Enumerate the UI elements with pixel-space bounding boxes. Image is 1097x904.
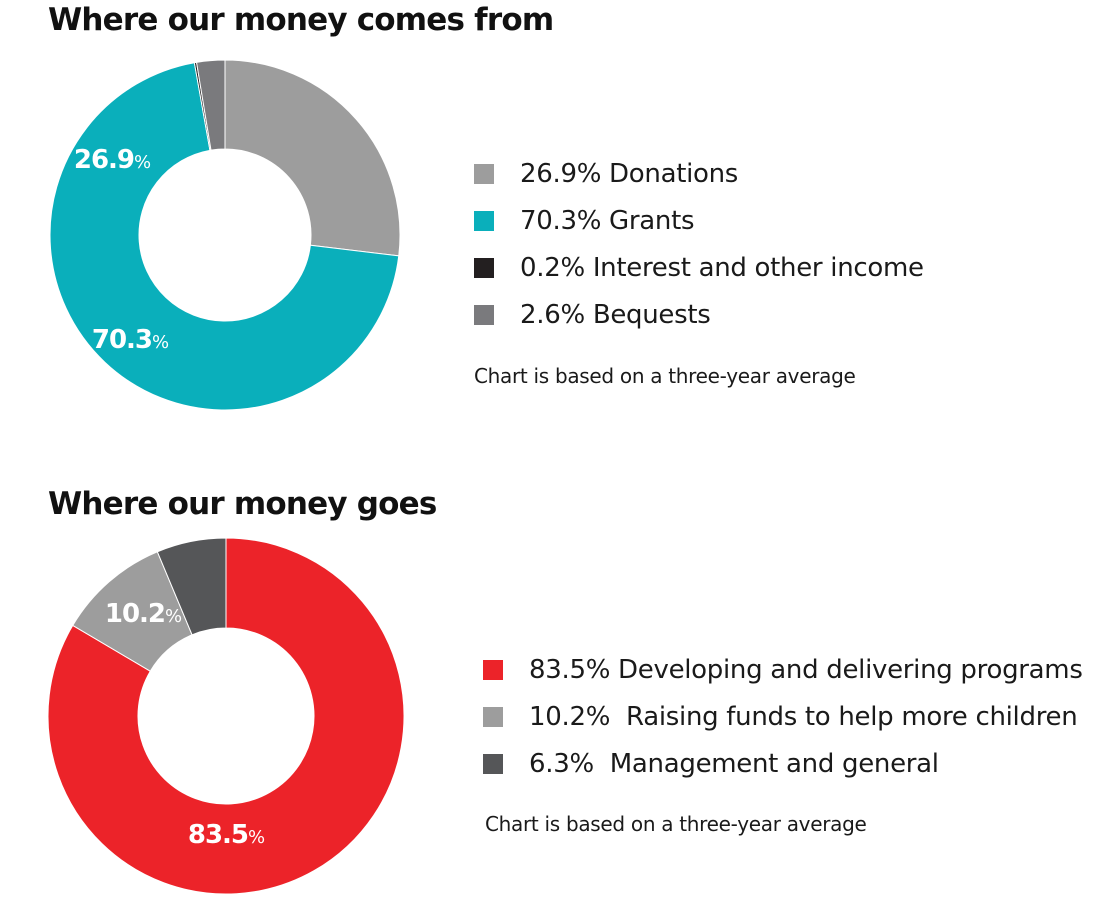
slice-value-label: 26.9% — [74, 145, 151, 175]
expense-chart-title: Where our money goes — [48, 486, 437, 522]
donut-slice-management-and-general — [156, 537, 227, 636]
donut-slice-grants — [49, 62, 400, 411]
expense-donut-chart: 83.5% 10.2% — [47, 537, 405, 895]
income-section: Where our money comes from 26.9% 70.3% 26… — [0, 0, 1097, 440]
legend-swatch — [483, 659, 503, 680]
legend-swatch — [474, 210, 494, 231]
legend-swatch — [483, 753, 503, 774]
legend-label: 26.9% Donations — [520, 158, 739, 189]
legend-label: 70.3% Grants — [520, 205, 695, 236]
slice-value-label: 10.2% — [105, 599, 182, 629]
income-chart-title: Where our money comes from — [48, 2, 554, 38]
legend-label: 6.3% Management and general — [529, 748, 939, 779]
donut-slice-donations — [224, 59, 401, 257]
legend-item-management: 6.3% Management and general — [483, 740, 1083, 787]
legend-item-grants: 70.3% Grants — [474, 197, 924, 244]
legend-label: 2.6% Bequests — [520, 299, 711, 330]
legend-label: 0.2% Interest and other income — [520, 252, 924, 283]
income-chart-note: Chart is based on a three-year average — [474, 364, 856, 388]
legend-item-fundraising: 10.2% Raising funds to help more childre… — [483, 693, 1083, 740]
legend-label: 10.2% Raising funds to help more childre… — [529, 701, 1078, 732]
slice-value-label: 83.5% — [188, 820, 265, 850]
donut-slice-developing-and-delivering-programs — [47, 537, 405, 895]
expense-section: Where our money goes — [0, 470, 1097, 904]
legend-swatch — [474, 257, 494, 278]
legend-swatch — [474, 163, 494, 184]
income-donut-chart: 26.9% 70.3% — [49, 59, 401, 411]
legend-item-donations: 26.9% Donations — [474, 150, 924, 197]
slice-value-label: 70.3% — [92, 325, 169, 355]
legend-item-interest: 0.2% Interest and other income — [474, 244, 924, 291]
income-legend: 26.9% Donations 70.3% Grants 0.2% Intere… — [474, 150, 924, 338]
expense-legend: 83.5% Developing and delivering programs… — [483, 646, 1083, 787]
legend-label: 83.5% Developing and delivering programs — [529, 654, 1083, 685]
expense-chart-note: Chart is based on a three-year average — [485, 812, 867, 836]
legend-item-programs: 83.5% Developing and delivering programs — [483, 646, 1083, 693]
legend-swatch — [483, 706, 503, 727]
donut-slice-bequests — [195, 59, 226, 151]
legend-item-bequests: 2.6% Bequests — [474, 291, 924, 338]
legend-swatch — [474, 304, 494, 325]
